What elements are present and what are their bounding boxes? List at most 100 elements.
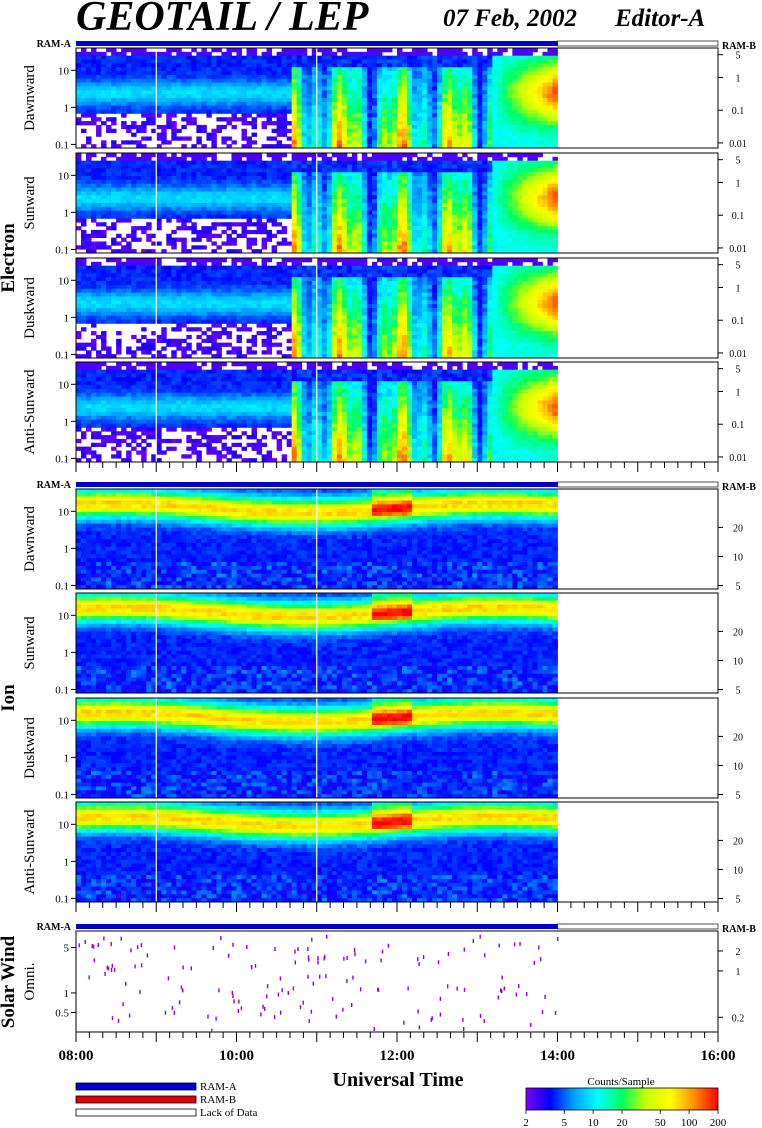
spectrogram-cell bbox=[542, 226, 548, 231]
spectrogram-cell bbox=[151, 288, 157, 294]
spectrogram-cell bbox=[246, 176, 252, 181]
spectrogram-cell bbox=[246, 241, 252, 246]
spectrogram-cell bbox=[231, 229, 237, 235]
spectrogram-cell bbox=[266, 233, 273, 239]
spectrogram-cell bbox=[96, 191, 102, 196]
spectrogram-cell bbox=[492, 214, 498, 219]
spectrogram-cell bbox=[226, 51, 232, 57]
spectrogram-cell bbox=[407, 226, 413, 231]
spectrogram-cell bbox=[206, 59, 212, 64]
spectrogram-cell bbox=[91, 63, 97, 68]
spectrogram-cell bbox=[106, 74, 112, 80]
spectrogram-cell bbox=[301, 86, 308, 91]
spectrogram-cell bbox=[86, 249, 92, 254]
spectrogram-cell bbox=[386, 176, 393, 181]
spectrogram-cell bbox=[497, 249, 503, 254]
spectrogram-cell bbox=[81, 78, 87, 84]
spectrogram-cell bbox=[316, 113, 323, 118]
spectrogram-cell bbox=[356, 218, 363, 223]
spectrogram-cell bbox=[191, 327, 197, 332]
spectrogram-cell bbox=[462, 214, 468, 219]
spectrogram-cell bbox=[156, 199, 162, 204]
spectrogram-cell bbox=[171, 195, 177, 200]
spectrogram-cell bbox=[251, 172, 257, 177]
spectrogram-cell bbox=[251, 195, 257, 200]
spectrogram-cell bbox=[261, 226, 267, 231]
spectrogram-cell bbox=[131, 273, 137, 278]
spectrogram-cell bbox=[261, 214, 267, 219]
spectrogram-cell bbox=[96, 74, 102, 80]
spectrogram-cell bbox=[76, 71, 82, 76]
spectrogram-cell bbox=[452, 172, 458, 177]
spectrogram-cell bbox=[331, 132, 338, 137]
spectrogram-cell bbox=[151, 203, 157, 208]
spectrogram-cell bbox=[306, 249, 313, 254]
spectrogram-cell bbox=[216, 168, 222, 173]
spectrogram-cell bbox=[191, 86, 197, 91]
spectrogram-cell bbox=[467, 82, 473, 87]
spectrogram-cell bbox=[376, 164, 383, 169]
spectrogram-cell bbox=[141, 67, 147, 72]
spectrogram-cell bbox=[291, 124, 298, 130]
spectrogram-cell bbox=[166, 296, 172, 301]
spectrogram-cell bbox=[226, 63, 232, 68]
spectrogram-cell bbox=[417, 187, 423, 192]
spectrogram-cell bbox=[261, 210, 267, 215]
spectrogram-cell bbox=[216, 214, 222, 219]
spectrogram-cell bbox=[166, 338, 172, 344]
spectrogram-cell bbox=[532, 86, 538, 91]
spectrogram-cell bbox=[527, 241, 533, 246]
spectrogram-cell bbox=[116, 281, 122, 286]
spectrogram-cell bbox=[131, 153, 137, 158]
spectrogram-cell bbox=[306, 101, 313, 107]
spectrogram-cell bbox=[452, 74, 458, 80]
spectrogram-cell bbox=[462, 82, 468, 87]
spectrogram-cell bbox=[206, 105, 212, 110]
spectrogram-cell bbox=[176, 168, 182, 173]
spectrogram-cell bbox=[492, 218, 498, 223]
spectrogram-cell bbox=[141, 168, 147, 173]
spectrogram-cell bbox=[497, 241, 503, 246]
spectrogram-cell bbox=[106, 308, 112, 313]
spectrogram-cell bbox=[552, 71, 558, 76]
spectrogram-cell bbox=[432, 156, 438, 162]
spectrogram-cell bbox=[161, 82, 167, 87]
spectrogram-cell bbox=[321, 128, 328, 134]
spectrogram-cell bbox=[256, 191, 262, 196]
spectrogram-cell bbox=[181, 206, 187, 212]
spectrogram-cell bbox=[211, 67, 217, 72]
spectrogram-cell bbox=[81, 109, 87, 114]
spectrogram-cell bbox=[522, 117, 528, 122]
spectrogram-cell bbox=[462, 63, 468, 68]
spectrogram-cell bbox=[266, 117, 273, 122]
spectrogram-cell bbox=[96, 101, 102, 107]
spectrogram-cell bbox=[266, 237, 273, 242]
spectrogram-cell bbox=[146, 183, 152, 189]
spectrogram-cell bbox=[442, 128, 448, 134]
spectrogram-cell bbox=[161, 140, 167, 145]
spectrogram-cell bbox=[477, 55, 483, 60]
spectrogram-cell bbox=[211, 172, 217, 177]
spectrogram-cell bbox=[437, 214, 443, 219]
spectrogram-cell bbox=[121, 90, 127, 95]
spectrogram-cell bbox=[502, 128, 508, 134]
spectrogram-cell bbox=[111, 55, 117, 60]
spectrogram-cell bbox=[146, 82, 152, 87]
spectrogram-cell bbox=[452, 222, 458, 227]
spectrogram-cell bbox=[356, 121, 363, 126]
spectrogram-cell bbox=[487, 105, 493, 110]
spectrogram-cell bbox=[236, 101, 242, 107]
spectrogram-cell bbox=[502, 121, 508, 126]
spectrogram-cell bbox=[126, 105, 132, 110]
spectrogram-cell bbox=[537, 78, 543, 84]
spectrogram-cell bbox=[346, 144, 353, 149]
spectrogram-cell bbox=[487, 117, 493, 122]
spectrogram-cell bbox=[96, 265, 102, 270]
spectrogram-cell bbox=[186, 187, 192, 192]
spectrogram-cell bbox=[196, 101, 202, 107]
spectrogram-cell bbox=[432, 245, 438, 250]
spectrogram-cell bbox=[226, 168, 232, 173]
spectrogram-cell bbox=[402, 203, 408, 208]
spectrogram-cell bbox=[341, 144, 348, 149]
spectrogram-cell bbox=[126, 48, 132, 53]
